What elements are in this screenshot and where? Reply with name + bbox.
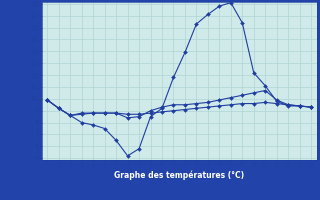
- X-axis label: Graphe des températures (°C): Graphe des températures (°C): [114, 171, 244, 180]
